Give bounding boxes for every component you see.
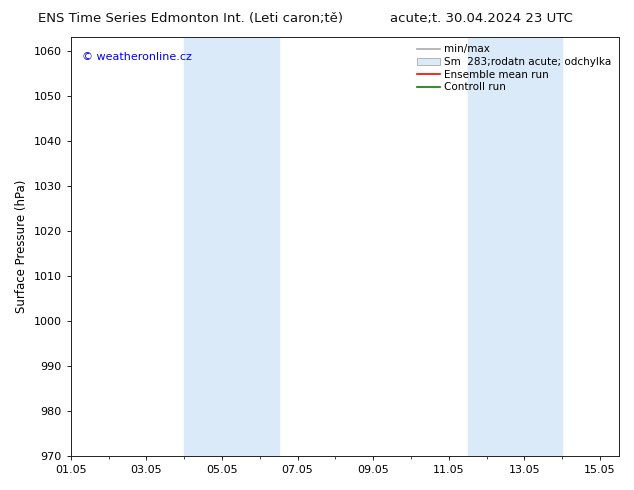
Text: © weatheronline.cz: © weatheronline.cz <box>82 52 191 62</box>
Legend: min/max, Sm  283;rodatn acute; odchylka, Ensemble mean run, Controll run: min/max, Sm 283;rodatn acute; odchylka, … <box>415 42 614 94</box>
Bar <box>184 37 279 456</box>
Text: acute;t. 30.04.2024 23 UTC: acute;t. 30.04.2024 23 UTC <box>391 12 573 25</box>
Text: ENS Time Series Edmonton Int. (Leti caron;tě): ENS Time Series Edmonton Int. (Leti caro… <box>37 12 343 25</box>
Bar <box>468 37 562 456</box>
Y-axis label: Surface Pressure (hPa): Surface Pressure (hPa) <box>15 180 28 313</box>
